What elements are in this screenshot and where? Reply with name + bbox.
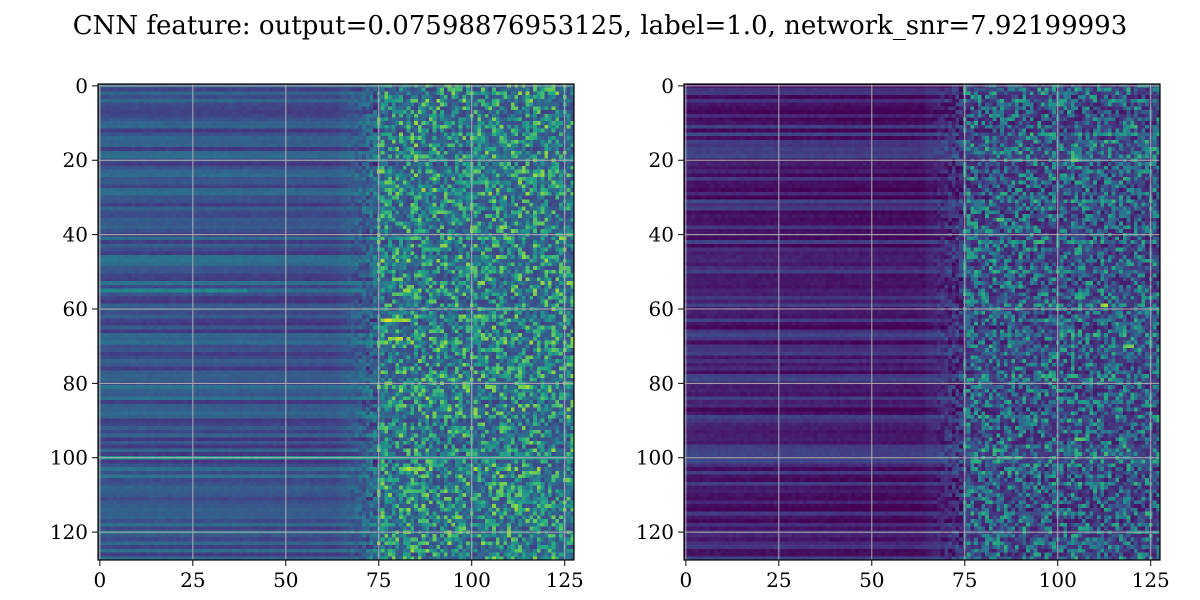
axes-frame-left — [97, 83, 575, 561]
x-tick-label: 75 — [366, 568, 391, 592]
y-tick-label: 20 — [63, 148, 88, 172]
y-tick-label: 0 — [661, 74, 674, 98]
x-tick-label: 50 — [273, 568, 298, 592]
x-tick-label: 0 — [679, 568, 692, 592]
y-tick-label: 100 — [636, 446, 674, 470]
y-tick-label: 80 — [649, 371, 674, 395]
x-tick-label: 0 — [93, 568, 106, 592]
heatmap-image-right — [684, 84, 1160, 560]
heatmap-panel-left: 0 25 50 75 100 125 0 20 40 60 80 100 120 — [50, 74, 584, 592]
y-axis-right: 0 20 40 60 80 100 120 — [636, 74, 684, 544]
grid-lines-right — [684, 84, 1160, 560]
x-tick-label: 25 — [180, 568, 205, 592]
y-tick-label: 40 — [63, 223, 88, 247]
heatmap-image-left — [98, 84, 574, 560]
y-tick-label: 100 — [50, 446, 88, 470]
heatmap-panel-right: 0 25 50 75 100 125 0 20 40 60 80 100 120 — [636, 74, 1170, 592]
x-tick-label: 125 — [546, 568, 584, 592]
x-axis-left: 0 25 50 75 100 125 — [93, 560, 584, 592]
axes-frame-right — [683, 83, 1161, 561]
x-tick-label: 50 — [859, 568, 884, 592]
y-tick-label: 20 — [649, 148, 674, 172]
y-tick-label: 120 — [636, 520, 674, 544]
y-tick-label: 60 — [649, 297, 674, 321]
y-tick-label: 120 — [50, 520, 88, 544]
x-tick-label: 125 — [1132, 568, 1170, 592]
y-tick-label: 40 — [649, 223, 674, 247]
y-tick-label: 80 — [63, 371, 88, 395]
x-axis-right: 0 25 50 75 100 125 — [679, 560, 1170, 592]
y-tick-label: 0 — [75, 74, 88, 98]
x-tick-label: 100 — [453, 568, 491, 592]
x-tick-label: 25 — [766, 568, 791, 592]
figure-title: CNN feature: output=0.07598876953125, la… — [73, 11, 1128, 41]
x-tick-label: 100 — [1039, 568, 1077, 592]
grid-lines-left — [98, 84, 574, 560]
y-axis-left: 0 20 40 60 80 100 120 — [50, 74, 98, 544]
y-tick-label: 60 — [63, 297, 88, 321]
x-tick-label: 75 — [952, 568, 977, 592]
